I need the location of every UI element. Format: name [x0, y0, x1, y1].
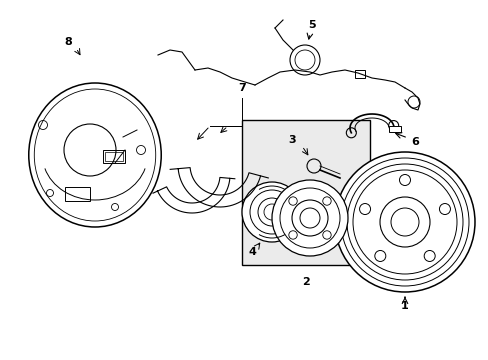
Bar	[65, 187, 90, 201]
Bar	[388, 126, 400, 132]
Text: 8: 8	[64, 37, 72, 47]
Circle shape	[334, 152, 474, 292]
Circle shape	[242, 182, 302, 242]
Text: 2: 2	[302, 277, 309, 287]
Bar	[354, 70, 364, 78]
Circle shape	[271, 180, 347, 256]
Text: 7: 7	[238, 83, 245, 93]
Bar	[242, 120, 369, 265]
Text: 1: 1	[400, 301, 408, 311]
Ellipse shape	[29, 83, 161, 227]
Bar	[105, 152, 123, 161]
Text: 6: 6	[410, 137, 418, 147]
Text: 3: 3	[287, 135, 295, 145]
Bar	[103, 150, 125, 163]
Text: 5: 5	[307, 20, 315, 30]
Text: 4: 4	[247, 247, 255, 257]
